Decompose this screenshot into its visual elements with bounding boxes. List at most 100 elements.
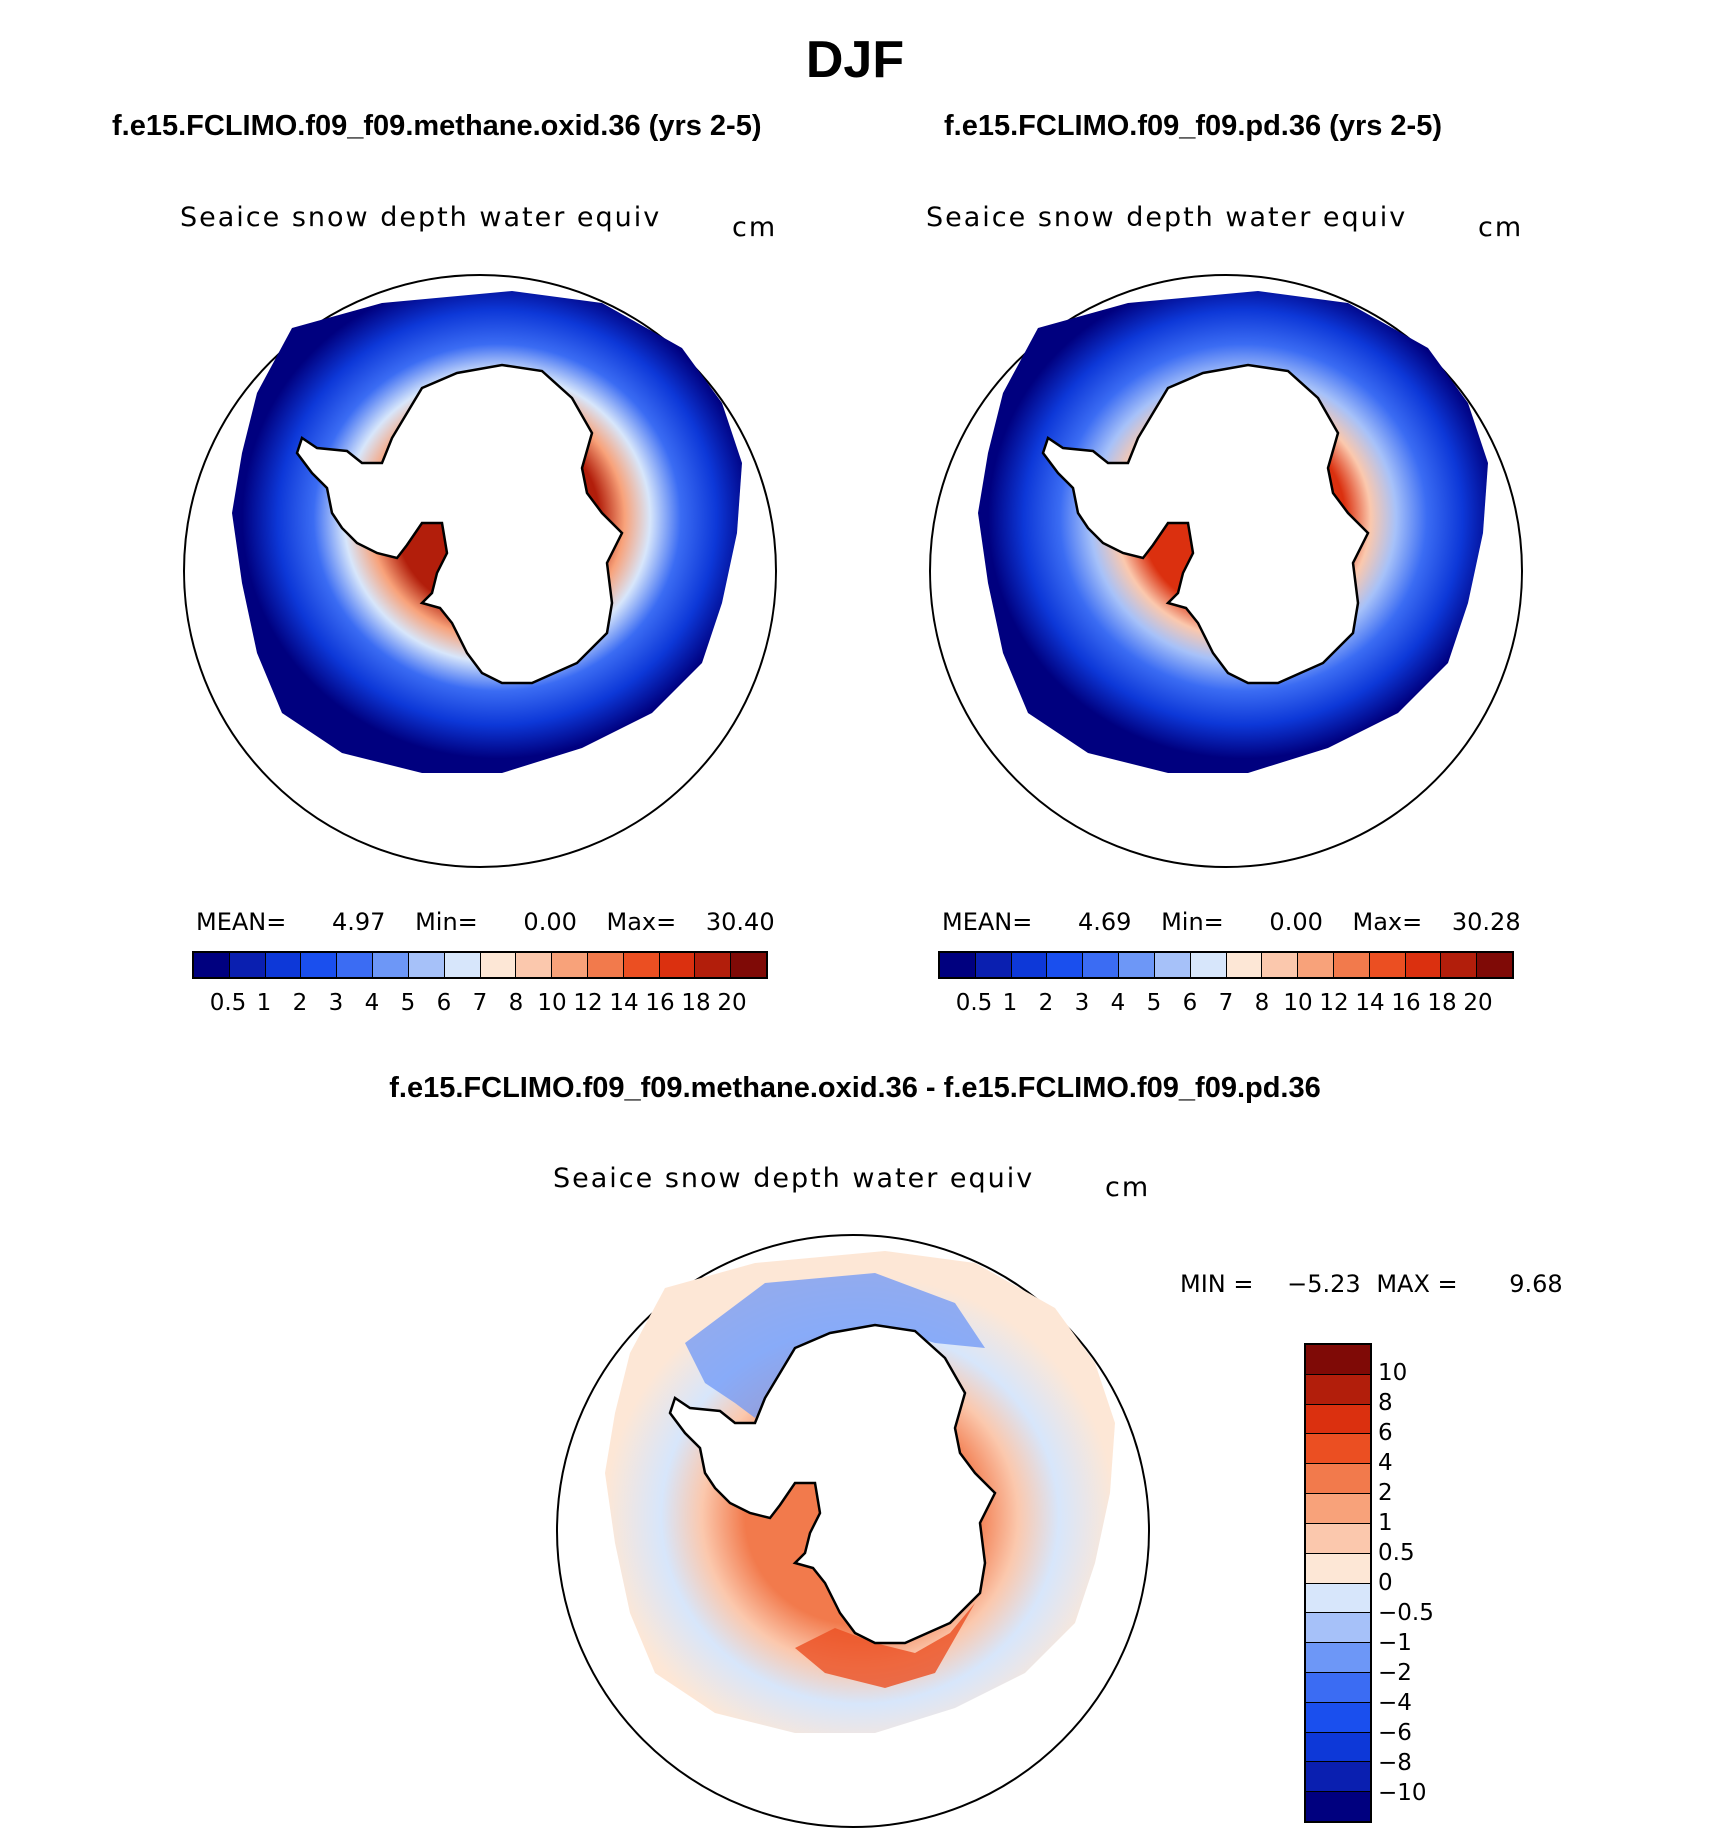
- colorbar-tick-label: 0.5: [955, 990, 993, 1016]
- colorbar-tick-label: 14: [609, 990, 639, 1016]
- figure-title: DJF: [805, 31, 905, 89]
- colorbar-swatch: [194, 953, 230, 977]
- colorbar-tick-label: 18: [1427, 990, 1457, 1016]
- colorbar-swatch: [1262, 953, 1299, 977]
- mean-label: MEAN=: [942, 908, 1033, 936]
- colorbar-tick-label: 10: [1378, 1360, 1408, 1386]
- panel2-polar-map: [929, 274, 1523, 868]
- colorbar-tick-label: 18: [681, 990, 711, 1016]
- colorbar-swatch: [1306, 1672, 1370, 1703]
- colorbar-swatch: [1477, 953, 1512, 977]
- colorbar-swatch: [1306, 1583, 1370, 1614]
- colorbar-tick-label: 20: [1463, 990, 1493, 1016]
- colorbar-swatch: [1306, 1553, 1370, 1584]
- diff-units: cm: [1105, 1172, 1151, 1203]
- colorbar-tick-label: 2: [1038, 990, 1054, 1016]
- colorbar-swatch: [1306, 1702, 1370, 1733]
- colorbar-tick-label: 8: [1254, 990, 1270, 1016]
- colorbar-tick-label: 0.5: [209, 990, 247, 1016]
- colorbar-swatch: [1306, 1374, 1370, 1405]
- colorbar-tick-label: −10: [1378, 1780, 1427, 1806]
- colorbar-swatch: [1306, 1434, 1370, 1465]
- panel1-colorbar-ticks: 0.5 1 2 3 4 5 6 7 8 10 12 14 16 18 20: [192, 990, 768, 1020]
- min-value: −5.23: [1287, 1270, 1361, 1298]
- colorbar-tick-label: 12: [1319, 990, 1349, 1016]
- colorbar-swatch: [1306, 1792, 1370, 1821]
- colorbar-swatch: [1047, 953, 1084, 977]
- colorbar-tick-label: 5: [1146, 990, 1162, 1016]
- diff-colorbar-ticks: 10 8 6 4 2 1 0.5 0 −0.5 −1 −2 −4 −6 −8 −10: [1378, 1343, 1498, 1823]
- colorbar-tick-label: 1: [256, 990, 272, 1016]
- colorbar-tick-label: 3: [1074, 990, 1090, 1016]
- colorbar-swatch: [1298, 953, 1334, 977]
- max-label: Max=: [606, 908, 677, 936]
- colorbar-tick-label: −2: [1378, 1660, 1412, 1686]
- colorbar-tick-label: 0: [1378, 1570, 1393, 1596]
- colorbar-tick-label: 14: [1355, 990, 1385, 1016]
- panel2-case-title: f.e15.FCLIMO.f09_f09.pd.36 (yrs 2-5): [944, 110, 1442, 142]
- mean-value: 4.69: [1078, 908, 1132, 936]
- colorbar-tick-label: 2: [1378, 1480, 1393, 1506]
- colorbar-tick-label: −0.5: [1378, 1600, 1434, 1626]
- colorbar-swatch: [480, 953, 517, 977]
- panel2-units: cm: [1478, 212, 1524, 243]
- diff-case-title: f.e15.FCLIMO.f09_f09.methane.oxid.36 - f…: [389, 1072, 1321, 1104]
- colorbar-tick-label: 5: [400, 990, 416, 1016]
- panel1-variable-title: Seaice snow depth water equiv: [180, 202, 662, 233]
- min-value: 0.00: [523, 908, 577, 936]
- colorbar-swatch: [516, 953, 553, 977]
- diff-colorbar: [1304, 1343, 1372, 1823]
- min-label: Min=: [415, 908, 478, 936]
- colorbar-tick-label: 4: [1110, 990, 1126, 1016]
- max-value: 9.68: [1509, 1270, 1563, 1298]
- colorbar-tick-label: 2: [292, 990, 308, 1016]
- max-value: 30.40: [705, 908, 775, 936]
- colorbar-swatch: [1306, 1404, 1370, 1435]
- panel2-colorbar: [938, 951, 1514, 979]
- colorbar-swatch: [975, 953, 1012, 977]
- colorbar-tick-label: 8: [508, 990, 524, 1016]
- panel1-case-title: f.e15.FCLIMO.f09_f09.methane.oxid.36 (yr…: [112, 110, 762, 142]
- colorbar-swatch: [1306, 1613, 1370, 1644]
- colorbar-swatch: [695, 953, 732, 977]
- min-label: MIN =: [1180, 1270, 1254, 1298]
- colorbar-swatch: [1306, 1762, 1370, 1793]
- colorbar-swatch: [301, 953, 338, 977]
- panel1-stats: MEAN= 4.97 Min= 0.00 Max= 30.40: [196, 908, 775, 936]
- colorbar-tick-label: 3: [328, 990, 344, 1016]
- colorbar-tick-label: 7: [472, 990, 488, 1016]
- colorbar-tick-label: 6: [1378, 1420, 1393, 1446]
- colorbar-swatch: [552, 953, 588, 977]
- colorbar-tick-label: −4: [1378, 1690, 1412, 1716]
- colorbar-tick-label: −6: [1378, 1720, 1412, 1746]
- colorbar-swatch: [659, 953, 696, 977]
- colorbar-swatch: [1306, 1345, 1370, 1375]
- colorbar-swatch: [1306, 1523, 1370, 1554]
- colorbar-swatch: [1306, 1494, 1370, 1524]
- colorbar-swatch: [1190, 953, 1227, 977]
- colorbar-swatch: [1226, 953, 1263, 977]
- panel2-stats: MEAN= 4.69 Min= 0.00 Max= 30.28: [942, 908, 1521, 936]
- colorbar-tick-label: −8: [1378, 1750, 1412, 1776]
- colorbar-swatch: [587, 953, 624, 977]
- colorbar-swatch: [444, 953, 481, 977]
- colorbar-tick-label: 10: [537, 990, 567, 1016]
- colorbar-tick-label: 6: [436, 990, 452, 1016]
- colorbar-tick-label: 1: [1378, 1510, 1393, 1536]
- colorbar-swatch: [1369, 953, 1406, 977]
- colorbar-swatch: [1011, 953, 1048, 977]
- colorbar-tick-label: 16: [1391, 990, 1421, 1016]
- colorbar-tick-label: 7: [1218, 990, 1234, 1016]
- panel2-variable-title: Seaice snow depth water equiv: [926, 202, 1408, 233]
- antarctica-coastline: [295, 363, 624, 685]
- max-label: MAX =: [1376, 1270, 1458, 1298]
- colorbar-swatch: [408, 953, 445, 977]
- mean-label: MEAN=: [196, 908, 287, 936]
- colorbar-swatch: [373, 953, 409, 977]
- colorbar-tick-label: 12: [573, 990, 603, 1016]
- colorbar-swatch: [1119, 953, 1155, 977]
- colorbar-tick-label: 8: [1378, 1390, 1393, 1416]
- colorbar-swatch: [1306, 1643, 1370, 1673]
- diff-variable-title: Seaice snow depth water equiv: [553, 1163, 1035, 1194]
- negative-anomaly-region: [685, 1273, 985, 1418]
